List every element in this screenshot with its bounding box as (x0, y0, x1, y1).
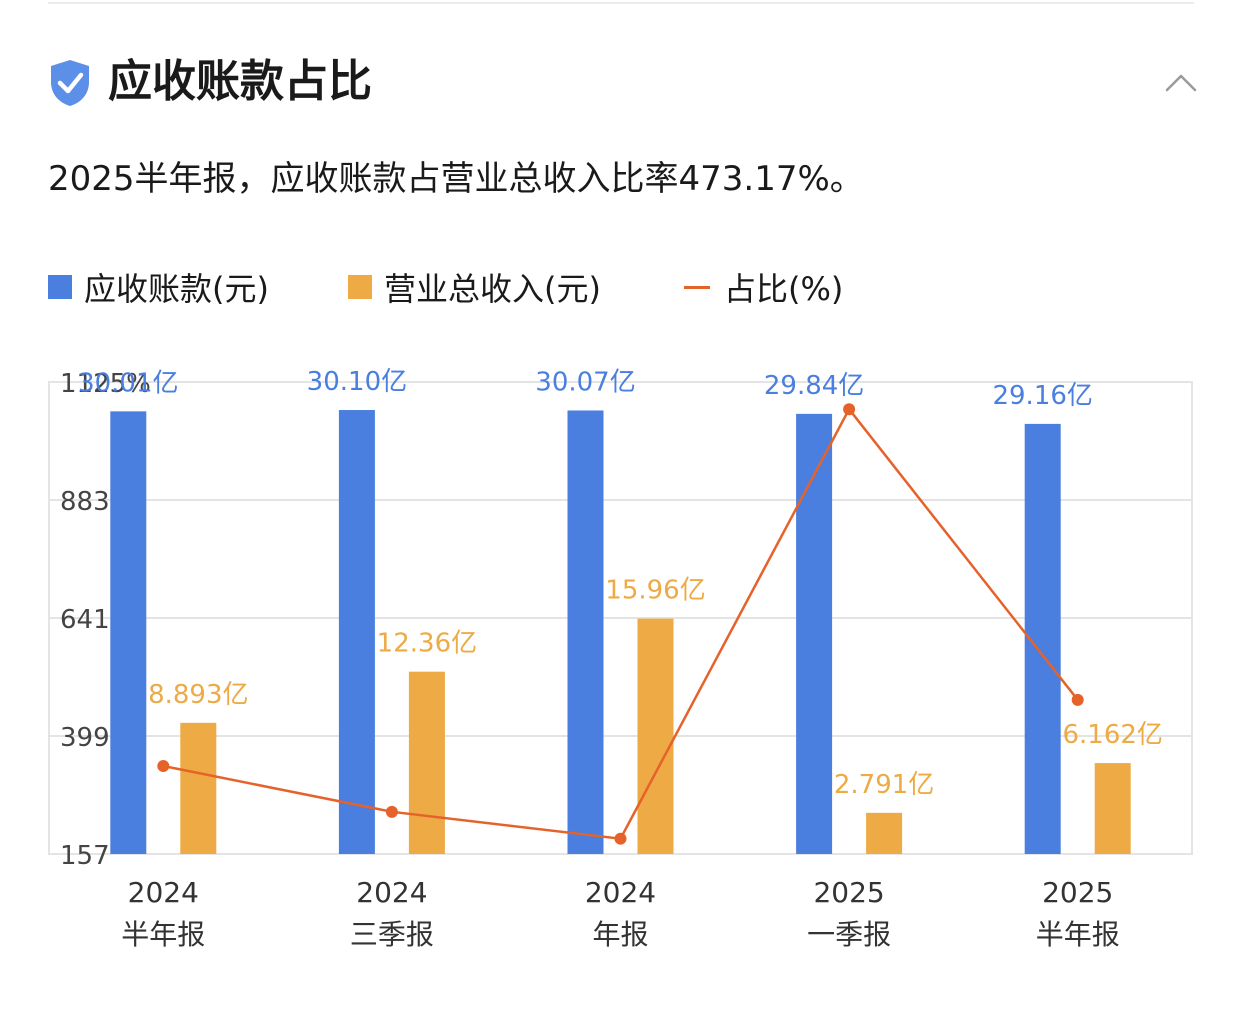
ratio-axis-tick-label: 399 (60, 723, 110, 753)
revenue-value-label: 6.162亿 (1062, 720, 1162, 750)
ratio-point (614, 832, 627, 845)
revenue-bar (180, 722, 217, 854)
ratio-axis-tick-label: 157 (60, 841, 110, 871)
category-period-label: 半年报 (1036, 918, 1120, 951)
category-year-label: 2024 (356, 876, 427, 909)
legend-label-ratio: 占比(%) (724, 270, 844, 308)
category-period-label: 半年报 (121, 918, 205, 951)
receivables-value-label: 29.16亿 (992, 381, 1092, 411)
receivables-value-label: 30.10亿 (307, 367, 407, 397)
receivables-bar (796, 413, 833, 854)
receivables-bar (110, 411, 147, 854)
section-title: 应收账款占比 (108, 56, 372, 107)
category-period-label: 一季报 (807, 918, 891, 951)
category-year-label: 2024 (585, 876, 656, 909)
ratio-line (163, 406, 1079, 841)
revenue-value-label: 2.791亿 (834, 770, 934, 800)
ratio-point (385, 805, 398, 818)
ratio-point (843, 403, 856, 416)
revenue-value-label: 15.96亿 (605, 576, 705, 606)
category-year-label: 2025 (1042, 876, 1113, 909)
legend-label-receivables: 应收账款(元) (84, 270, 269, 308)
category-year-label: 2024 (128, 876, 199, 909)
legend-item-ratio[interactable]: 占比(%) (684, 262, 843, 312)
top-divider (48, 2, 1194, 4)
receivables-value-label: 30.01亿 (78, 368, 178, 398)
summary-text: 2025半年报，应收账款占营业总收入比率473.17%。 (48, 159, 864, 199)
receivables-bar (567, 410, 604, 854)
receivables-value-label: 29.84亿 (764, 371, 864, 401)
revenue-bar (408, 671, 445, 854)
revenue-value-label: 12.36亿 (377, 629, 477, 659)
ratio-axis-tick-label: 883 (60, 487, 110, 517)
chart-legend: 应收账款(元) 营业总收入(元) 占比(%) (48, 262, 1198, 312)
revenue-bar (866, 812, 903, 854)
legend-item-receivables[interactable]: 应收账款(元) (48, 262, 269, 312)
revenue-bar (1094, 763, 1131, 854)
chevron-up-icon[interactable] (1164, 70, 1198, 94)
legend-line-ratio (684, 285, 710, 289)
category-period-label: 年报 (592, 918, 648, 951)
revenue-value-label: 8.893亿 (148, 680, 248, 710)
ratio-axis-tick-label: 1125% (60, 369, 151, 399)
ratio-axis-tick-label: 641 (60, 605, 110, 635)
section-header: 应收账款占比 (48, 50, 1198, 114)
category-period-label: 三季报 (350, 918, 434, 951)
combo-chart: 157 399 641 883 1125%30.01亿 8.893亿 2024 半年报 30.1… (48, 367, 1193, 951)
revenue-bar (637, 618, 674, 854)
ratio-point (1071, 693, 1084, 706)
legend-label-revenue: 营业总收入(元) (384, 270, 601, 308)
shield-check-icon (51, 60, 89, 106)
receivables-bar (338, 410, 375, 854)
legend-item-revenue[interactable]: 营业总收入(元) (348, 262, 601, 312)
category-year-label: 2025 (813, 876, 884, 909)
legend-swatch-revenue (348, 275, 372, 299)
receivables-value-label: 30.07亿 (535, 367, 635, 397)
ratio-point (157, 759, 170, 772)
legend-swatch-receivables (48, 275, 72, 299)
